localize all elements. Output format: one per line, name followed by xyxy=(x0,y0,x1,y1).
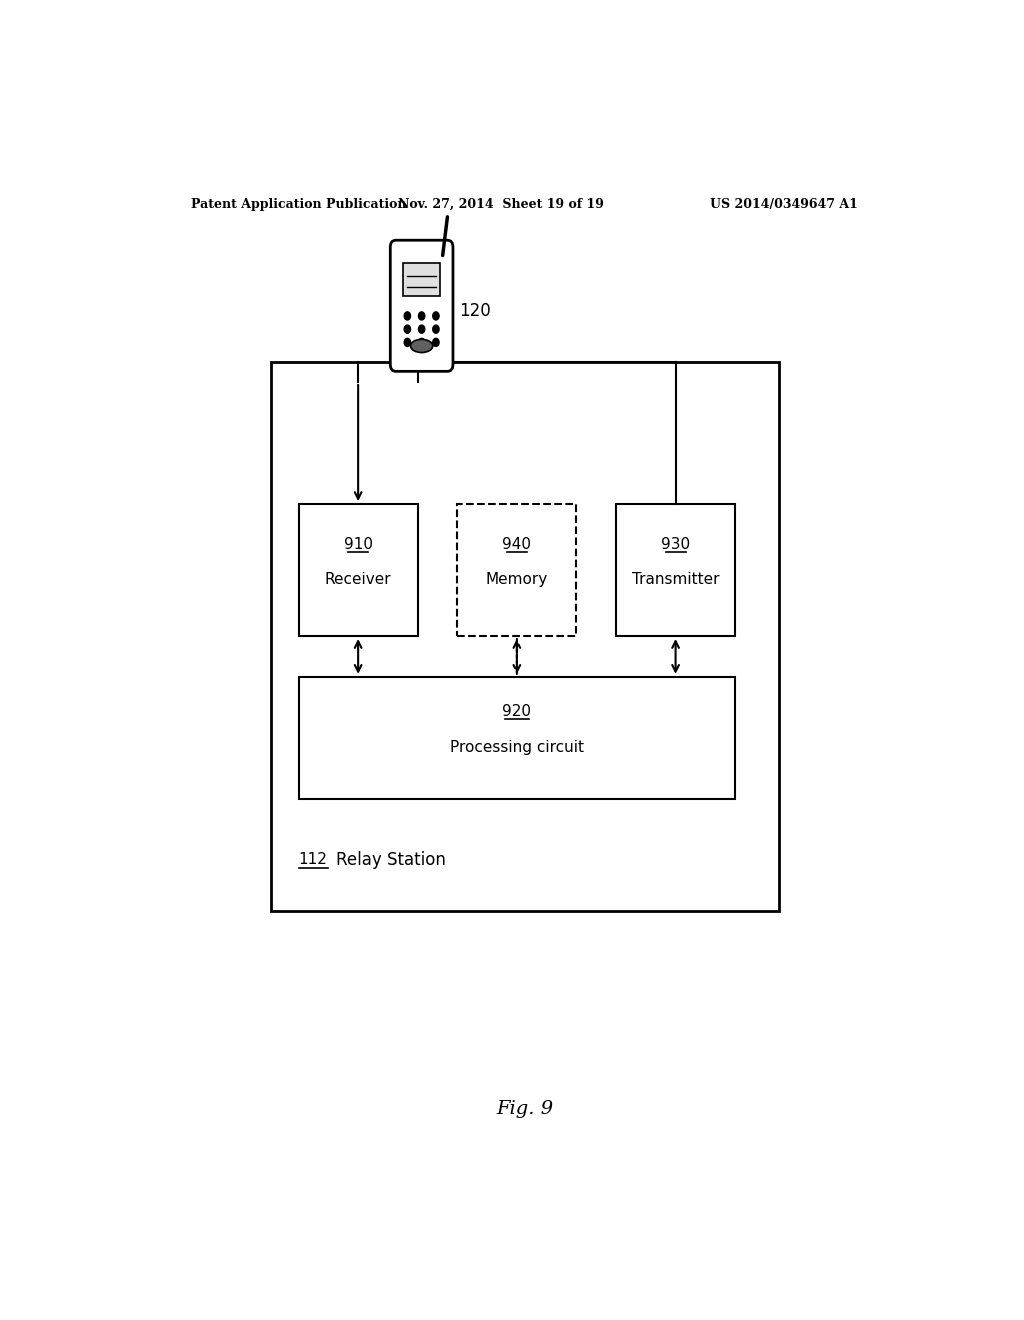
Circle shape xyxy=(419,312,425,319)
Circle shape xyxy=(404,325,411,333)
Ellipse shape xyxy=(411,339,433,352)
Circle shape xyxy=(433,338,439,346)
Text: Nov. 27, 2014  Sheet 19 of 19: Nov. 27, 2014 Sheet 19 of 19 xyxy=(398,198,604,211)
Text: 930: 930 xyxy=(662,537,690,552)
Text: Processing circuit: Processing circuit xyxy=(450,739,584,755)
Bar xyxy=(616,504,735,636)
Text: Memory: Memory xyxy=(485,572,548,587)
Circle shape xyxy=(419,338,425,346)
Bar xyxy=(458,504,577,636)
Text: US 2014/0349647 A1: US 2014/0349647 A1 xyxy=(711,198,858,211)
Circle shape xyxy=(433,312,439,319)
Text: Fig. 9: Fig. 9 xyxy=(497,1100,553,1118)
Circle shape xyxy=(419,325,425,333)
Text: Transmitter: Transmitter xyxy=(632,572,719,587)
Bar xyxy=(270,362,779,911)
Text: 120: 120 xyxy=(460,302,492,319)
Circle shape xyxy=(404,312,411,319)
Text: Relay Station: Relay Station xyxy=(336,850,445,869)
Bar xyxy=(299,504,418,636)
Bar xyxy=(299,677,735,799)
Text: Patent Application Publication: Patent Application Publication xyxy=(191,198,407,211)
Text: 910: 910 xyxy=(344,537,373,552)
Text: 920: 920 xyxy=(503,705,531,719)
Bar xyxy=(403,263,440,296)
Text: 112: 112 xyxy=(299,853,328,867)
Text: 940: 940 xyxy=(503,537,531,552)
Circle shape xyxy=(404,338,411,346)
Text: Receiver: Receiver xyxy=(325,572,391,587)
Circle shape xyxy=(433,325,439,333)
FancyBboxPatch shape xyxy=(390,240,453,371)
